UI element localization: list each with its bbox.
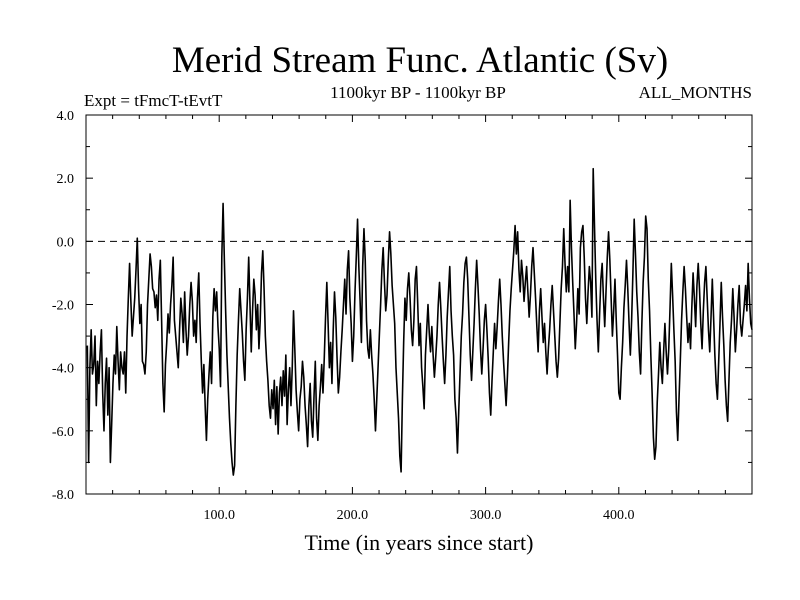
months-label: ALL_MONTHS <box>639 83 752 102</box>
experiment-label: Expt = tFmcT-tEvtT <box>84 91 223 110</box>
period-label: 1100kyr BP - 1100kyr BP <box>330 83 506 102</box>
plot-area-frame <box>85 114 753 495</box>
y-tick-label: 4.0 <box>57 109 75 124</box>
y-tick-label: 0.0 <box>57 235 75 250</box>
x-axis-label: Time (in years since start) <box>305 530 534 555</box>
y-axis: -8.0 -6.0 -4.0 -2.0 0.0 2.0 4.0 <box>52 109 752 503</box>
x-axis: 100.0 200.0 300.0 400.0 <box>112 115 726 523</box>
series-group <box>86 167 753 476</box>
y-tick-label: 2.0 <box>57 172 75 187</box>
chart-title: Merid Stream Func. Atlantic (Sv) <box>172 40 668 81</box>
x-tick-label: 100.0 <box>203 508 235 523</box>
x-tick-label: 200.0 <box>337 508 369 523</box>
series-line-0 <box>86 167 753 476</box>
y-tick-label: -6.0 <box>52 425 74 440</box>
x-tick-label: 300.0 <box>470 508 502 523</box>
y-tick-label: -4.0 <box>52 362 74 377</box>
x-tick-label: 400.0 <box>603 508 635 523</box>
y-tick-label: -8.0 <box>52 488 74 503</box>
y-tick-label: -2.0 <box>52 299 74 314</box>
